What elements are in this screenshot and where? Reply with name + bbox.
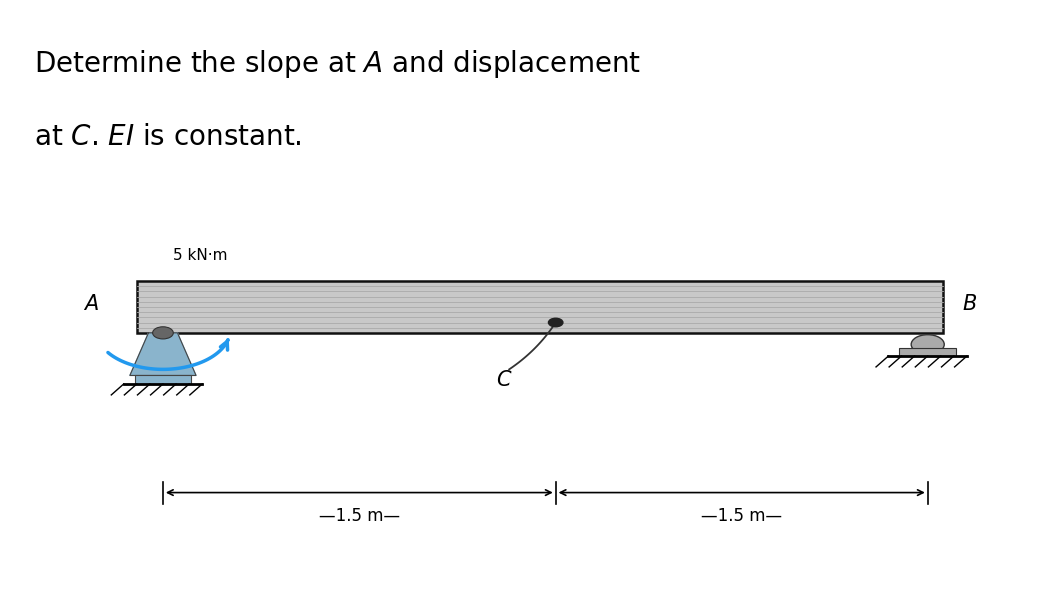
- Text: $\it{A}$: $\it{A}$: [83, 294, 99, 314]
- Text: $\it{C}$: $\it{C}$: [496, 370, 512, 390]
- Bar: [134, 375, 191, 384]
- Circle shape: [911, 335, 944, 354]
- Text: —1.5 m—: —1.5 m—: [701, 507, 782, 525]
- Bar: [900, 348, 956, 356]
- Bar: [137, 281, 943, 333]
- Circle shape: [549, 318, 563, 327]
- Circle shape: [153, 327, 174, 339]
- Text: $\it{B}$: $\it{B}$: [961, 294, 977, 314]
- Text: Determine the slope at $\it{A}$ and displacement: Determine the slope at $\it{A}$ and disp…: [34, 48, 641, 80]
- Polygon shape: [130, 333, 196, 375]
- Text: —1.5 m—: —1.5 m—: [319, 507, 400, 525]
- Text: at $\it{C}$. $\it{EI}$ is constant.: at $\it{C}$. $\it{EI}$ is constant.: [34, 123, 301, 150]
- Text: 5 kN·m: 5 kN·m: [174, 248, 228, 263]
